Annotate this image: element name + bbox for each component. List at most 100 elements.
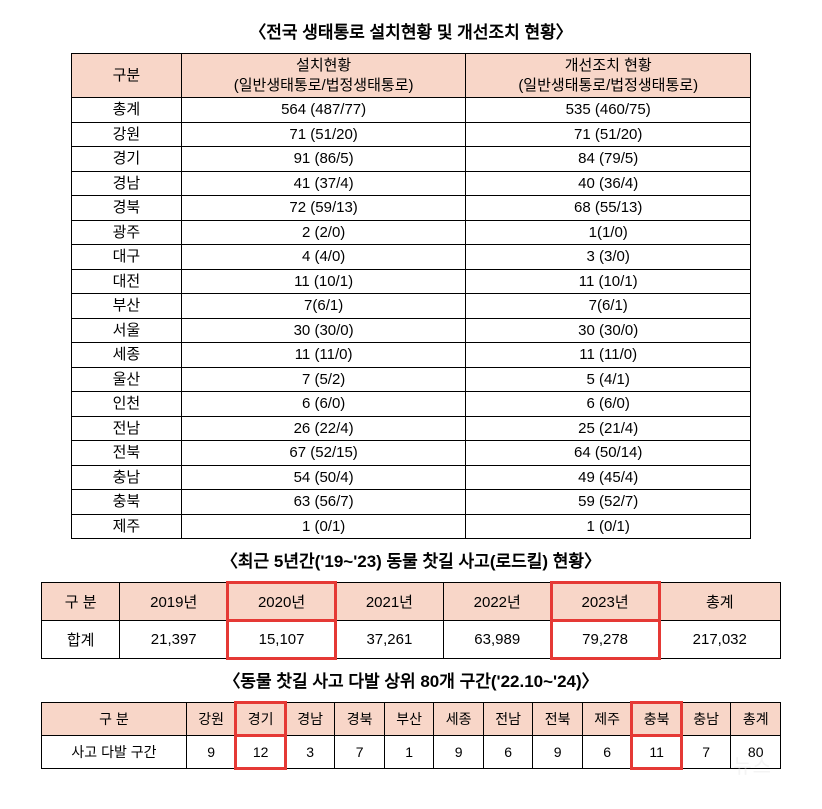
year-header: 2020년 <box>228 583 336 621</box>
region-cell: 전남 <box>72 416 182 441</box>
region-cell: 충남 <box>72 465 182 490</box>
install-cell: 72 (59/13) <box>181 196 466 221</box>
header-improve-line1: 개선조치 현황 <box>565 57 652 74</box>
roadkill-section-table: 구 분강원경기경남경북부산세종전남전북제주충북충남총계 사고 다발 구간9123… <box>41 702 781 769</box>
install-cell: 11 (11/0) <box>181 343 466 368</box>
value-cell: 6 <box>483 736 533 769</box>
improve-cell: 6 (6/0) <box>466 392 751 417</box>
region-cell: 경남 <box>72 171 182 196</box>
install-cell: 7 (5/2) <box>181 367 466 392</box>
region-header: 경남 <box>285 703 335 736</box>
improve-cell: 1 (0/1) <box>466 514 751 539</box>
year-header: 구 분 <box>42 583 120 621</box>
table1-header-install: 설치현황 (일반생태통로/법정생태통로) <box>181 54 466 98</box>
table1-header-category: 구분 <box>72 54 182 98</box>
install-cell: 91 (86/5) <box>181 147 466 172</box>
value-cell: 217,032 <box>659 621 780 659</box>
table-row: 대구4 (4/0)3 (3/0) <box>72 245 751 270</box>
table2-title: 〈최근 5년간('19~'23) 동물 찻길 사고(로드킬) 현황〉 <box>40 547 782 572</box>
region-cell: 대전 <box>72 269 182 294</box>
region-header: 전북 <box>533 703 583 736</box>
improve-cell: 25 (21/4) <box>466 416 751 441</box>
install-cell: 2 (2/0) <box>181 220 466 245</box>
install-cell: 564 (487/77) <box>181 98 466 123</box>
table-row: 경북72 (59/13)68 (55/13) <box>72 196 751 221</box>
table-row: 부산7(6/1)7(6/1) <box>72 294 751 319</box>
table-row: 총계564 (487/77)535 (460/75) <box>72 98 751 123</box>
region-cell: 경북 <box>72 196 182 221</box>
value-cell: 11 <box>632 736 682 769</box>
value-cell: 6 <box>582 736 632 769</box>
value-cell: 7 <box>681 736 731 769</box>
value-cell: 15,107 <box>228 621 336 659</box>
value-cell: 80 <box>731 736 781 769</box>
region-cell: 울산 <box>72 367 182 392</box>
table-row: 전남26 (22/4)25 (21/4) <box>72 416 751 441</box>
value-cell: 21,397 <box>120 621 228 659</box>
value-cell: 9 <box>186 736 236 769</box>
install-cell: 26 (22/4) <box>181 416 466 441</box>
region-header: 세종 <box>434 703 484 736</box>
install-cell: 6 (6/0) <box>181 392 466 417</box>
row-label: 사고 다발 구간 <box>42 736 187 769</box>
table-row: 서울30 (30/0)30 (30/0) <box>72 318 751 343</box>
improve-cell: 68 (55/13) <box>466 196 751 221</box>
improve-cell: 84 (79/5) <box>466 147 751 172</box>
value-cell: 37,261 <box>335 621 443 659</box>
region-header: 충남 <box>681 703 731 736</box>
table-row: 경기91 (86/5)84 (79/5) <box>72 147 751 172</box>
region-cell: 총계 <box>72 98 182 123</box>
improve-cell: 11 (10/1) <box>466 269 751 294</box>
roadkill-yearly-table: 구 분2019년2020년2021년2022년2023년총계 합계21,3971… <box>41 582 781 659</box>
region-cell: 충북 <box>72 490 182 515</box>
table1-title: 〈전국 생태통로 설치현황 및 개선조치 현황〉 <box>40 18 782 43</box>
value-cell: 7 <box>335 736 385 769</box>
improve-cell: 3 (3/0) <box>466 245 751 270</box>
value-cell: 79,278 <box>551 621 659 659</box>
region-cell: 제주 <box>72 514 182 539</box>
install-cell: 71 (51/20) <box>181 122 466 147</box>
table1-header-improve: 개선조치 현황 (일반생태통로/법정생태통로) <box>466 54 751 98</box>
region-header: 전남 <box>483 703 533 736</box>
install-cell: 7(6/1) <box>181 294 466 319</box>
region-header: 구 분 <box>42 703 187 736</box>
improve-cell: 49 (45/4) <box>466 465 751 490</box>
improve-cell: 59 (52/7) <box>466 490 751 515</box>
region-cell: 대구 <box>72 245 182 270</box>
table-row: 광주2 (2/0)1(1/0) <box>72 220 751 245</box>
value-cell: 1 <box>384 736 434 769</box>
improve-cell: 71 (51/20) <box>466 122 751 147</box>
value-cell: 9 <box>533 736 583 769</box>
improve-cell: 40 (36/4) <box>466 171 751 196</box>
install-cell: 11 (10/1) <box>181 269 466 294</box>
improve-cell: 11 (11/0) <box>466 343 751 368</box>
header-install-line1: 설치현황 <box>296 57 351 74</box>
ecology-corridor-table: 구분 설치현황 (일반생태통로/법정생태통로) 개선조치 현황 (일반생태통로/… <box>71 53 751 539</box>
table-row: 충북63 (56/7)59 (52/7) <box>72 490 751 515</box>
table-row: 제주1 (0/1)1 (0/1) <box>72 514 751 539</box>
region-header: 총계 <box>731 703 781 736</box>
install-cell: 54 (50/4) <box>181 465 466 490</box>
install-cell: 1 (0/1) <box>181 514 466 539</box>
table-row: 세종11 (11/0)11 (11/0) <box>72 343 751 368</box>
improve-cell: 1(1/0) <box>466 220 751 245</box>
header-install-line2: (일반생태통로/법정생태통로) <box>234 77 414 94</box>
region-header: 경북 <box>335 703 385 736</box>
table-row: 강원71 (51/20)71 (51/20) <box>72 122 751 147</box>
region-cell: 인천 <box>72 392 182 417</box>
year-header: 2019년 <box>120 583 228 621</box>
region-header: 제주 <box>582 703 632 736</box>
value-cell: 63,989 <box>443 621 551 659</box>
region-header: 강원 <box>186 703 236 736</box>
install-cell: 30 (30/0) <box>181 318 466 343</box>
year-header: 2023년 <box>551 583 659 621</box>
improve-cell: 5 (4/1) <box>466 367 751 392</box>
table-row: 울산7 (5/2)5 (4/1) <box>72 367 751 392</box>
table-row: 대전11 (10/1)11 (10/1) <box>72 269 751 294</box>
year-header: 총계 <box>659 583 780 621</box>
value-cell: 3 <box>285 736 335 769</box>
install-cell: 41 (37/4) <box>181 171 466 196</box>
install-cell: 67 (52/15) <box>181 441 466 466</box>
improve-cell: 30 (30/0) <box>466 318 751 343</box>
table-row: 경남41 (37/4)40 (36/4) <box>72 171 751 196</box>
